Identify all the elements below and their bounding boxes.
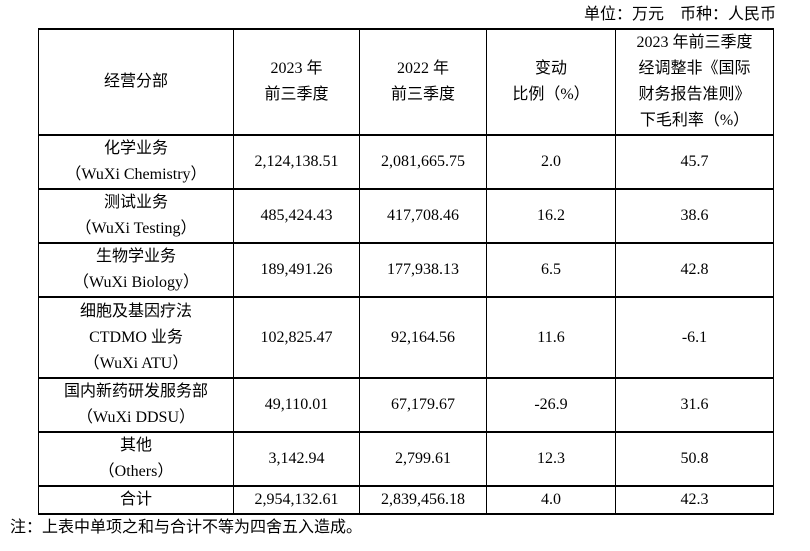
segment-cell: 其他 （Others） bbox=[38, 431, 234, 487]
value-2023-cell: 49,110.01 bbox=[233, 377, 360, 433]
column-header-2023: 2023 年 前三季度 bbox=[233, 28, 360, 136]
change-cell: -26.9 bbox=[486, 377, 616, 433]
table-header-row: 经营分部 2023 年 前三季度 2022 年 前三季度 变动 比例（%） 20… bbox=[38, 28, 774, 136]
margin-cell: 38.6 bbox=[615, 188, 774, 244]
margin-cell: 42.3 bbox=[615, 485, 774, 515]
change-cell: 11.6 bbox=[486, 296, 616, 379]
table-row: 测试业务 （WuXi Testing） 485,424.43 417,708.4… bbox=[38, 188, 774, 244]
column-header-change-pct: 变动 比例（%） bbox=[486, 28, 616, 136]
change-cell: 12.3 bbox=[486, 431, 616, 487]
value-2022-cell: 92,164.56 bbox=[359, 296, 487, 379]
value-2022-cell: 417,708.46 bbox=[359, 188, 487, 244]
value-2022-cell: 2,799.61 bbox=[359, 431, 487, 487]
total-label-cell: 合计 bbox=[38, 485, 234, 515]
segment-cell: 化学业务 （WuXi Chemistry） bbox=[38, 134, 234, 190]
value-2023-cell: 2,124,138.51 bbox=[233, 134, 360, 190]
segment-results-table: 经营分部 2023 年 前三季度 2022 年 前三季度 变动 比例（%） 20… bbox=[38, 28, 774, 515]
value-2023-cell: 485,424.43 bbox=[233, 188, 360, 244]
table-row: 细胞及基因疗法 CTDMO 业务 （WuXi ATU） 102,825.47 9… bbox=[38, 296, 774, 379]
value-2022-cell: 67,179.67 bbox=[359, 377, 487, 433]
value-2023-cell: 2,954,132.61 bbox=[233, 485, 360, 515]
change-cell: 4.0 bbox=[486, 485, 616, 515]
change-cell: 2.0 bbox=[486, 134, 616, 190]
table-total-row: 合计 2,954,132.61 2,839,456.18 4.0 42.3 bbox=[38, 485, 774, 515]
unit-currency-label: 单位：万元 币种：人民币 bbox=[583, 6, 776, 23]
table-row: 国内新药研发服务部 （WuXi DDSU） 49,110.01 67,179.6… bbox=[38, 377, 774, 433]
margin-cell: 42.8 bbox=[615, 242, 774, 298]
margin-cell: 50.8 bbox=[615, 431, 774, 487]
segment-cell: 国内新药研发服务部 （WuXi DDSU） bbox=[38, 377, 234, 433]
margin-cell: -6.1 bbox=[615, 296, 774, 379]
segment-cell: 测试业务 （WuXi Testing） bbox=[38, 188, 234, 244]
segment-cell: 细胞及基因疗法 CTDMO 业务 （WuXi ATU） bbox=[38, 296, 234, 379]
value-2023-cell: 102,825.47 bbox=[233, 296, 360, 379]
value-2022-cell: 2,081,665.75 bbox=[359, 134, 487, 190]
value-2023-cell: 189,491.26 bbox=[233, 242, 360, 298]
value-2022-cell: 2,839,456.18 bbox=[359, 485, 487, 515]
margin-cell: 45.7 bbox=[615, 134, 774, 190]
column-header-segment: 经营分部 bbox=[38, 28, 234, 136]
change-cell: 16.2 bbox=[486, 188, 616, 244]
column-header-adj-margin: 2023 年前三季度 经调整非《国际 财务报告准则》 下毛利率（%） bbox=[615, 28, 774, 136]
change-cell: 6.5 bbox=[486, 242, 616, 298]
rounding-footnote: 注：上表中单项之和与合计不等为四舍五入造成。 bbox=[10, 519, 363, 536]
value-2023-cell: 3,142.94 bbox=[233, 431, 360, 487]
value-2022-cell: 177,938.13 bbox=[359, 242, 487, 298]
column-header-2022: 2022 年 前三季度 bbox=[359, 28, 487, 136]
segment-cell: 生物学业务 （WuXi Biology） bbox=[38, 242, 234, 298]
table-row: 其他 （Others） 3,142.94 2,799.61 12.3 50.8 bbox=[38, 431, 774, 487]
margin-cell: 31.6 bbox=[615, 377, 774, 433]
table-row: 生物学业务 （WuXi Biology） 189,491.26 177,938.… bbox=[38, 242, 774, 298]
table-row: 化学业务 （WuXi Chemistry） 2,124,138.51 2,081… bbox=[38, 134, 774, 190]
